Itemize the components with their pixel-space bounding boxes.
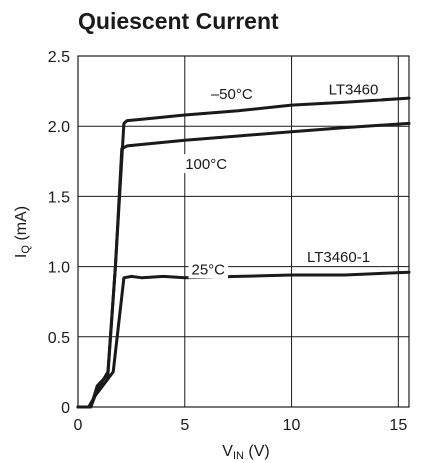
annotation-label: LT3460 [329, 82, 379, 99]
annotation-background [182, 154, 231, 174]
annotation-background [188, 259, 229, 279]
annotation-layer: –50°C LT3460 100°C 25°C LT3460-1 [182, 79, 382, 279]
curve-layer [76, 96, 411, 409]
annotation-background [207, 83, 256, 103]
x-axis-label-sub: IN [233, 450, 244, 462]
y-tick-label: 0 [61, 400, 70, 417]
annotation-background [325, 79, 382, 99]
x-tick-label: 10 [283, 417, 301, 434]
annotation-label: 100°C [185, 156, 227, 173]
series-line-2 [76, 270, 411, 409]
y-tick-label: 2.5 [48, 49, 70, 66]
x-axis-label-unit: (V) [244, 443, 270, 460]
annotation-label: –50°C [211, 86, 253, 103]
annotation-label: LT3460-1 [307, 249, 370, 266]
chart-title: Quiescent Current [78, 8, 279, 34]
y-tick-label: 1.5 [48, 189, 70, 206]
plot-frame [77, 55, 410, 408]
x-tick-label: 5 [180, 417, 189, 434]
x-tick-label: 15 [389, 417, 407, 434]
x-tick-label: 0 [74, 417, 83, 434]
y-axis-label: IQ (mA) [13, 206, 32, 258]
y-tick-label: 0.5 [48, 330, 70, 347]
y-axis-label-unit: (mA) [13, 206, 30, 245]
annotation-background [303, 246, 374, 266]
x-axis-label: VIN (V) [222, 443, 269, 462]
grid-layer [78, 56, 409, 407]
y-tick-label: 1.0 [48, 260, 70, 277]
series-line-0 [76, 96, 411, 409]
annotation-label: 25°C [192, 261, 226, 278]
y-axis-label-main: I [13, 254, 30, 258]
y-axis-label-sub: Q [20, 245, 32, 254]
y-tick-label: 2.0 [48, 119, 70, 136]
x-axis-label-main: V [222, 443, 233, 460]
tick-layer: 0 5 10 15 0 0.5 1.0 1.5 2.0 2.5 [48, 49, 408, 434]
